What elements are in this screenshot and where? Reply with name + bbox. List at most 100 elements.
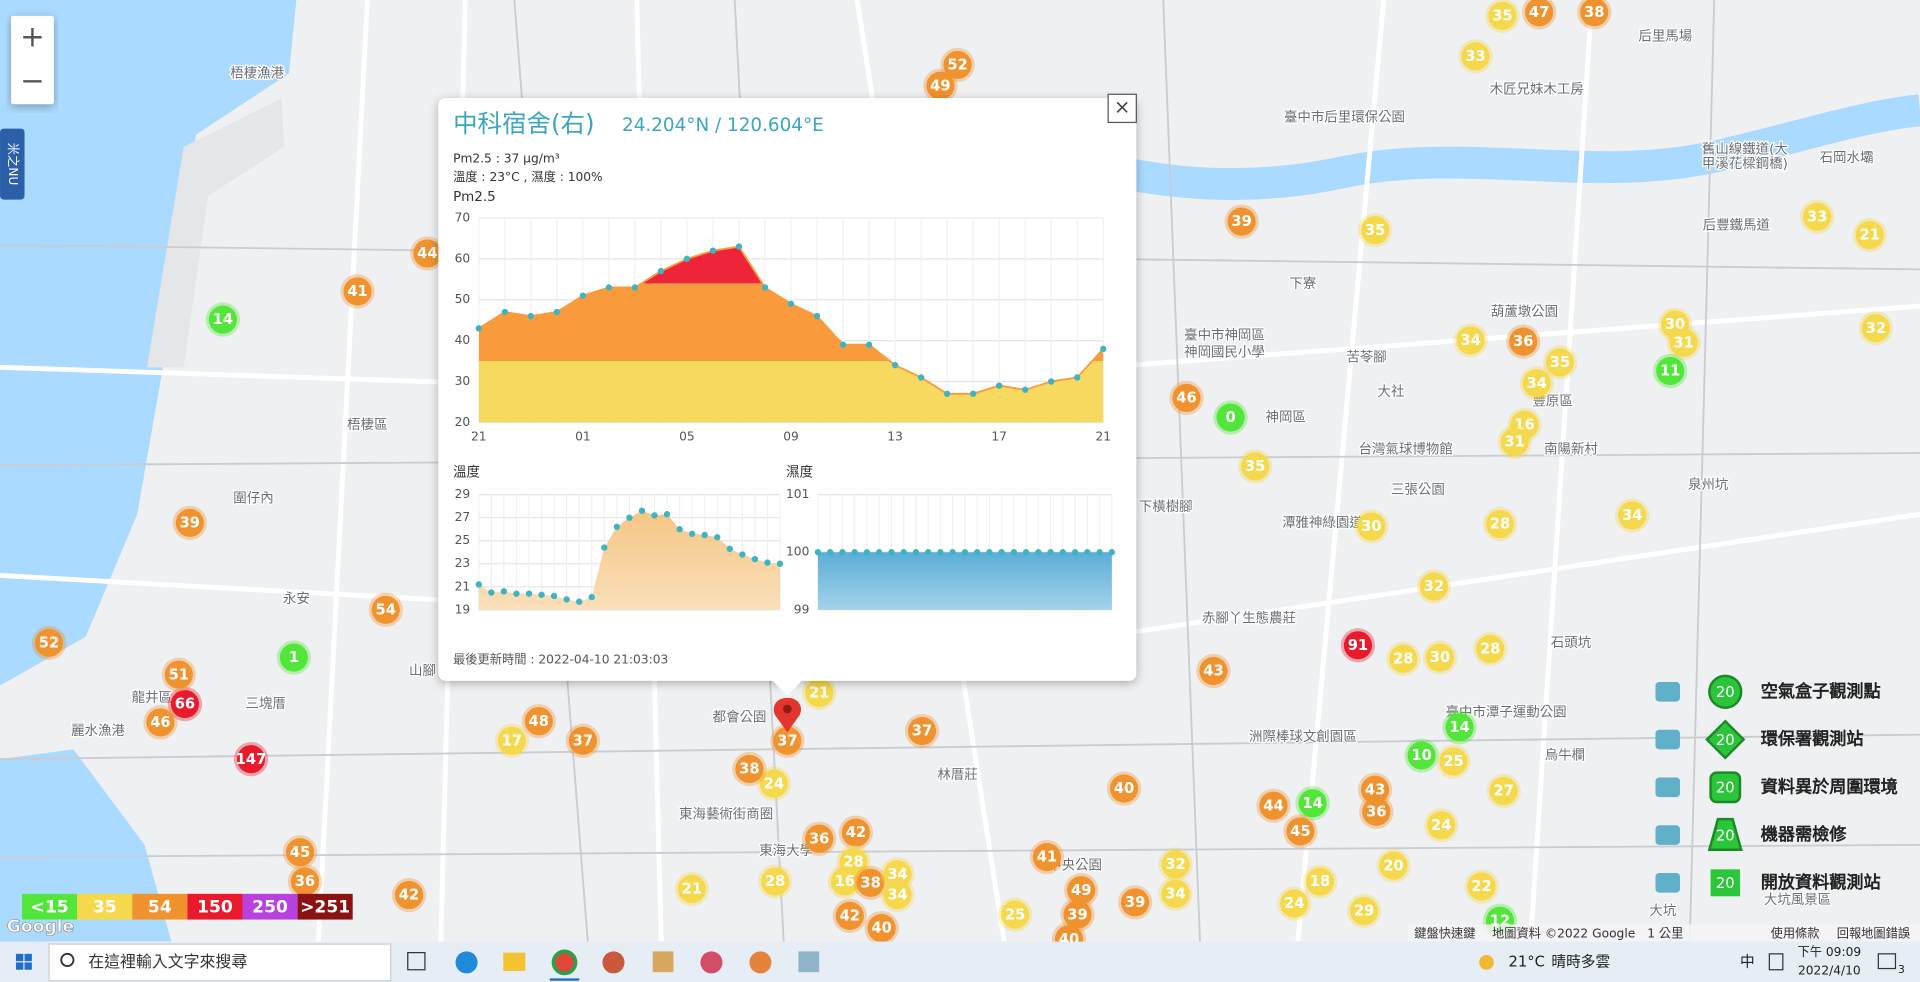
data-point <box>961 549 969 556</box>
station-legend: 20 空氣盒子觀測點 20 環保署觀測站 20 資料異於周圍環境 20 機器需檢修 20 開放資料… <box>1655 674 1898 897</box>
task-view[interactable] <box>407 952 426 971</box>
search-box[interactable] <box>48 943 392 982</box>
marker <box>1109 774 1139 803</box>
marker <box>1361 775 1390 804</box>
place-label: 烏牛欄 <box>1545 746 1585 763</box>
marker-label: 38 <box>1584 4 1604 21</box>
marker-label: 91 <box>1348 637 1368 654</box>
app-icon[interactable] <box>798 951 820 973</box>
data-point <box>500 588 508 595</box>
marker-label: 43 <box>1365 781 1385 798</box>
app-icon[interactable] <box>652 951 674 973</box>
y-tick-label: 40 <box>455 333 471 347</box>
data-point <box>626 514 633 521</box>
charts: Pm2.5 20 30 40 50 60 70 21 01 05 09 13 17 21 溫度 19 21 23 2… <box>453 190 1116 616</box>
data-point <box>1084 549 1091 556</box>
marker <box>279 643 308 672</box>
data-point <box>776 560 784 567</box>
app-icon[interactable] <box>700 951 723 974</box>
data-point <box>851 549 858 556</box>
marker <box>1656 356 1685 386</box>
marker-label: 10 <box>1411 747 1431 764</box>
y-tick-label: 25 <box>455 533 471 547</box>
chart-title: 濕度 <box>786 465 813 481</box>
app-icon[interactable] <box>602 951 625 974</box>
marker <box>290 867 320 896</box>
popup-close[interactable] <box>1107 93 1137 124</box>
data-point <box>995 382 1003 389</box>
marker <box>1241 452 1270 481</box>
marker-label: 34 <box>1622 507 1642 524</box>
data-point <box>651 512 658 519</box>
marker-label: 28 <box>1393 650 1413 667</box>
chart-title: Pm2.5 <box>453 190 496 205</box>
legend-label: 資料異於周圍環境 <box>1761 776 1898 797</box>
marker <box>883 860 912 889</box>
marker-label: 36 <box>1366 803 1386 820</box>
notification-icon[interactable] <box>1877 953 1897 970</box>
side-tab[interactable] <box>0 128 25 200</box>
marker-label: 11 <box>1660 363 1680 380</box>
place-label: 永安 <box>283 591 310 607</box>
popup-info: 溫度 : 23°C , 濕度 : 100% <box>453 169 603 184</box>
data-point <box>986 549 993 556</box>
side-tab-label: 米之NU <box>6 143 20 186</box>
river <box>1022 94 1920 200</box>
marker <box>1522 369 1551 398</box>
marker-label: 35 <box>1550 354 1570 371</box>
legend-badge <box>1709 771 1742 804</box>
data-point <box>814 549 822 556</box>
notification-count: 3 <box>1898 963 1905 976</box>
chrome-icon[interactable] <box>551 949 578 976</box>
ime-mode[interactable] <box>1768 953 1784 971</box>
explorer-icon[interactable] <box>503 952 526 971</box>
marker-label: 24 <box>764 775 784 792</box>
legend-label: 空氣盒子觀測點 <box>1761 681 1881 702</box>
place-label: 東海大學 <box>759 843 813 859</box>
data-point <box>839 549 846 556</box>
marker <box>1509 327 1538 356</box>
app-icon[interactable] <box>749 951 772 974</box>
marker-label: 21 <box>682 881 702 898</box>
place-label: 東海藝術街商圈 <box>679 806 773 822</box>
sea <box>0 0 297 686</box>
marker-label: 32 <box>1424 578 1444 595</box>
clock-time[interactable]: 下午 09:09 <box>1798 945 1862 959</box>
marker <box>1467 872 1496 901</box>
marker-label: 34 <box>1460 332 1480 349</box>
marker-label: 1 <box>289 649 299 666</box>
marker <box>285 838 315 867</box>
edge-icon[interactable] <box>455 951 478 974</box>
marker-label: 31 <box>1504 434 1524 451</box>
place-label: 舊山線鐵道(大 <box>1702 140 1788 157</box>
marker-label: 66 <box>175 696 195 713</box>
place-label: 臺中市潭子運動公園 <box>1446 704 1567 721</box>
marker-label: 48 <box>529 713 549 730</box>
data-point <box>1010 549 1018 556</box>
start-button[interactable] <box>15 953 32 970</box>
ime[interactable]: 中 <box>1740 953 1755 970</box>
zoom-in[interactable]: + <box>20 19 45 53</box>
marker-label: 28 <box>1490 516 1510 533</box>
aqi-swatch <box>77 893 133 920</box>
marker-label: 28 <box>765 873 785 890</box>
data-point <box>865 341 873 348</box>
marker-label: 24 <box>1431 817 1451 834</box>
legend-badge-label: 20 <box>1716 875 1735 892</box>
zoom-out[interactable]: − <box>20 64 45 98</box>
marker <box>371 595 400 624</box>
data-point <box>900 549 907 556</box>
place-label: 三塊厝 <box>246 696 286 712</box>
place-label: 苦苓腳 <box>1346 350 1386 366</box>
attribution: 鍵盤快速鍵 地圖資料 ©2022 Google 1 公里 使用條款 回報地圖錯誤 <box>1414 926 1910 941</box>
clock-date[interactable]: 2022/4/10 <box>1798 963 1861 977</box>
marker-label: 52 <box>947 57 967 74</box>
legend-icon <box>1655 682 1680 702</box>
data-point <box>1059 549 1067 556</box>
data-point <box>761 284 769 291</box>
y-tick-label: 21 <box>455 579 471 593</box>
place-label: 都會公園 <box>713 710 767 726</box>
marker <box>1349 896 1379 926</box>
google-logo: Google <box>7 917 74 937</box>
